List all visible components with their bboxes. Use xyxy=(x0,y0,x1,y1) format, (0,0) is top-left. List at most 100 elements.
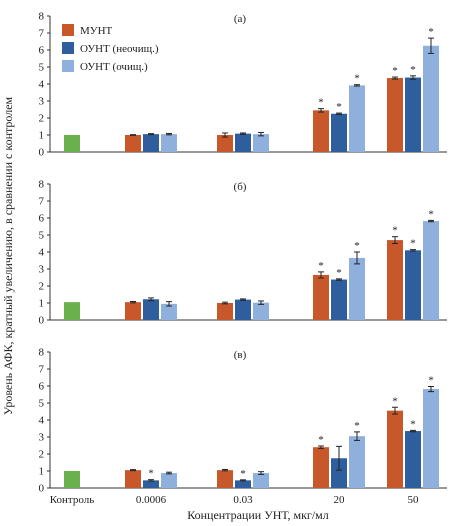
y-tick-label: 1 xyxy=(39,130,45,142)
y-tick-label: 8 xyxy=(39,11,45,23)
y-tick-label: 2 xyxy=(39,449,45,461)
y-tick-label: 0 xyxy=(39,147,45,159)
legend-swatch xyxy=(62,24,74,36)
bar-3 xyxy=(161,303,177,320)
bar-2 xyxy=(331,458,347,488)
y-tick-label: 0 xyxy=(39,315,45,327)
bar-3 xyxy=(253,473,269,488)
y-tick-label: 2 xyxy=(39,113,45,125)
bar-1 xyxy=(217,470,233,488)
y-tick-label: 6 xyxy=(39,381,45,393)
panel-tag: (а) xyxy=(234,13,247,25)
bar-control xyxy=(64,135,80,152)
bar-3 xyxy=(253,302,269,320)
bar-2 xyxy=(405,250,421,320)
x-tick-label: 50 xyxy=(408,494,420,506)
bar-1 xyxy=(125,135,141,152)
x-tick-label: 0.0006 xyxy=(136,494,167,506)
significance-star: * xyxy=(354,240,360,252)
bar-3 xyxy=(423,221,439,320)
significance-star: * xyxy=(392,395,398,407)
significance-star: * xyxy=(318,434,324,446)
bar-control xyxy=(64,471,80,488)
y-tick-label: 3 xyxy=(39,264,45,276)
bar-3 xyxy=(161,134,177,152)
y-tick-label: 3 xyxy=(39,432,45,444)
bar-2 xyxy=(143,299,159,320)
x-axis: Контроль 0.0006 0.03 20 50 xyxy=(50,494,419,506)
significance-star: * xyxy=(410,64,416,76)
significance-star: * xyxy=(428,26,434,38)
y-tick-label: 6 xyxy=(39,45,45,57)
legend-swatch xyxy=(62,60,74,72)
bar-2 xyxy=(143,134,159,152)
bar-2 xyxy=(331,113,347,152)
significance-star: * xyxy=(428,375,434,387)
bar-1 xyxy=(217,135,233,152)
legend-swatch xyxy=(62,42,74,54)
bar-1 xyxy=(125,302,141,320)
y-axis-title: Уровень АФК, кратный увеличению, в сравн… xyxy=(1,96,15,415)
y-tick-label: 0 xyxy=(39,483,45,495)
significance-star: * xyxy=(428,208,434,220)
panel-3: 0 1 2 3 4 5 6 7 8 (в) * * * * * * * xyxy=(39,347,447,495)
significance-star: * xyxy=(410,238,416,250)
bar-3 xyxy=(161,473,177,488)
y-tick-label: 7 xyxy=(39,196,45,208)
bar-1 xyxy=(313,274,329,320)
legend-label: ОУНТ (неочищ.) xyxy=(80,43,159,55)
bar-2 xyxy=(405,77,421,152)
significance-star: * xyxy=(354,73,360,85)
y-tick-label: 5 xyxy=(39,230,45,242)
x-tick-label: 20 xyxy=(334,494,346,506)
significance-star: * xyxy=(240,468,246,480)
y-tick-label: 4 xyxy=(39,247,45,259)
bar-3 xyxy=(349,85,365,152)
bar-1 xyxy=(217,303,233,320)
y-tick-label: 4 xyxy=(39,415,45,427)
bar-3 xyxy=(423,45,439,152)
bar-3 xyxy=(253,134,269,152)
bar-1 xyxy=(125,470,141,488)
bar-2 xyxy=(235,133,251,152)
y-tick-label: 8 xyxy=(39,347,45,359)
panels: 0 1 2 3 4 5 6 7 8 (а) * * * * * * 0 1 2 3 4 5 6 7 8 (б) * * * * * * 0 1 2 3… xyxy=(39,11,447,495)
bar-control xyxy=(64,302,80,320)
bar-2 xyxy=(405,431,421,488)
y-tick-label: 1 xyxy=(39,466,45,478)
bar-3 xyxy=(349,436,365,488)
y-tick-label: 2 xyxy=(39,281,45,293)
y-tick-label: 7 xyxy=(39,364,45,376)
legend-label: МУНТ xyxy=(80,25,113,37)
legend: МУНТ ОУНТ (неочищ.) ОУНТ (очищ.) xyxy=(62,24,159,73)
x-tick-label: 0.03 xyxy=(233,494,253,506)
bar-1 xyxy=(313,110,329,152)
panel-1: 0 1 2 3 4 5 6 7 8 (а) * * * * * * xyxy=(39,11,447,159)
bar-2 xyxy=(235,480,251,488)
bar-2 xyxy=(331,279,347,320)
legend-label: ОУНТ (очищ.) xyxy=(80,61,148,73)
significance-star: * xyxy=(410,418,416,430)
y-tick-label: 6 xyxy=(39,213,45,225)
y-tick-label: 7 xyxy=(39,28,45,40)
bar-1 xyxy=(387,78,403,152)
significance-star: * xyxy=(392,225,398,237)
y-tick-label: 4 xyxy=(39,79,45,91)
significance-star: * xyxy=(318,97,324,109)
x-axis-title: Концентрации УНТ, мкг/мл xyxy=(187,508,329,522)
y-tick-label: 1 xyxy=(39,298,45,310)
panel-2: 0 1 2 3 4 5 6 7 8 (б) * * * * * * xyxy=(39,179,447,327)
y-tick-label: 3 xyxy=(39,96,45,108)
bar-1 xyxy=(313,447,329,488)
bar-1 xyxy=(387,240,403,320)
x-tick-label: Контроль xyxy=(50,494,94,506)
panel-tag: (б) xyxy=(234,181,247,193)
significance-star: * xyxy=(354,420,360,432)
panel-tag: (в) xyxy=(234,349,247,361)
bar-3 xyxy=(349,257,365,320)
bar-3 xyxy=(423,389,439,488)
bar-2 xyxy=(235,299,251,320)
significance-star: * xyxy=(336,267,342,279)
significance-star: * xyxy=(392,65,398,77)
